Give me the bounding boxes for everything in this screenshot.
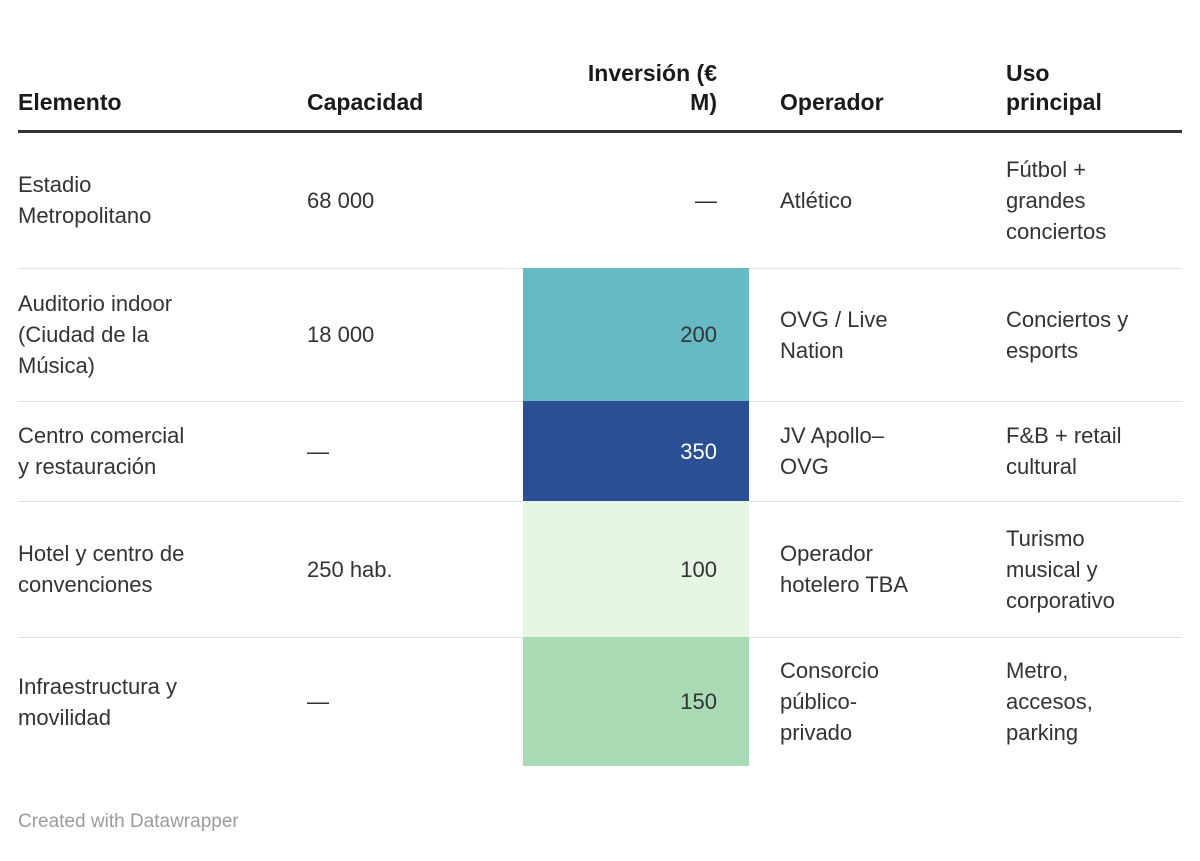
cell-capacidad: 250 hab.: [307, 501, 523, 638]
column-header-operador: Operador: [749, 38, 1006, 133]
table-row-infraestructura: Infraestructura y movilidad — 150 Consor…: [18, 637, 1182, 766]
table-row-estadio: Estadio Metropolitano 68 000 — Atlético …: [18, 131, 1182, 269]
cell-capacidad: 18 000: [307, 268, 523, 402]
column-header-inversion: Inversión (€ M): [523, 38, 749, 133]
cell-inversion-heatmap: 100: [523, 501, 749, 637]
cell-elemento: Hotel y centro de convenciones: [18, 501, 307, 638]
cell-elemento: Infraestructura y movilidad: [18, 673, 177, 730]
cell-elemento: Estadio Metropolitano: [18, 131, 307, 269]
cell-uso: Metro, accesos, parking: [1006, 658, 1093, 746]
cell-operador: OVG / Live Nation: [749, 268, 1006, 402]
cell-elemento: Auditorio indoor (Ciudad de la Música): [18, 268, 307, 402]
cell-operador: Atlético: [749, 131, 1006, 269]
column-header-inversion-label: Inversión (€ M): [587, 59, 717, 115]
cell-operador: JV Apollo–OVG: [749, 401, 1006, 502]
cell-capacidad: —: [307, 401, 523, 502]
column-header-elemento: Elemento: [18, 38, 307, 133]
table-row-auditorio: Auditorio indoor (Ciudad de la Música) 1…: [18, 268, 1182, 402]
cell-inversion-heatmap: 200: [523, 268, 749, 401]
cell-operador: Consorcio público-privado: [780, 658, 880, 746]
cell-inversion: —: [695, 187, 717, 213]
cell-inversion-heatmap: 350: [523, 401, 749, 501]
cell-elemento: Centro comercial y restauración: [18, 401, 307, 502]
data-table: Elemento Capacidad Inversión (€ M) Opera…: [18, 38, 1182, 766]
cell-inversion-heatmap: 150: [523, 637, 749, 766]
column-header-uso: Uso principal: [1006, 38, 1182, 133]
table-chart-container: Elemento Capacidad Inversión (€ M) Opera…: [18, 38, 1182, 832]
cell-capacidad: —: [307, 689, 329, 715]
table-row-hotel: Hotel y centro de convenciones 250 hab. …: [18, 501, 1182, 638]
cell-operador: Operador hotelero TBA: [749, 501, 1006, 638]
cell-capacidad: 68 000: [307, 131, 523, 269]
header-row: Elemento Capacidad Inversión (€ M) Opera…: [18, 38, 1182, 133]
column-header-uso-label: Uso principal: [1006, 59, 1102, 115]
column-header-capacidad: Capacidad: [307, 38, 523, 133]
table-row-centro-comercial: Centro comercial y restauración — 350 JV…: [18, 401, 1182, 502]
cell-uso: F&B + retail cultural: [1006, 401, 1182, 502]
cell-uso: Fútbol + grandes conciertos: [1006, 131, 1182, 269]
cell-uso: Turismo musical y corporativo: [1006, 501, 1182, 638]
datawrapper-credit-link[interactable]: Created with Datawrapper: [18, 811, 239, 832]
cell-uso: Conciertos y esports: [1006, 268, 1182, 402]
